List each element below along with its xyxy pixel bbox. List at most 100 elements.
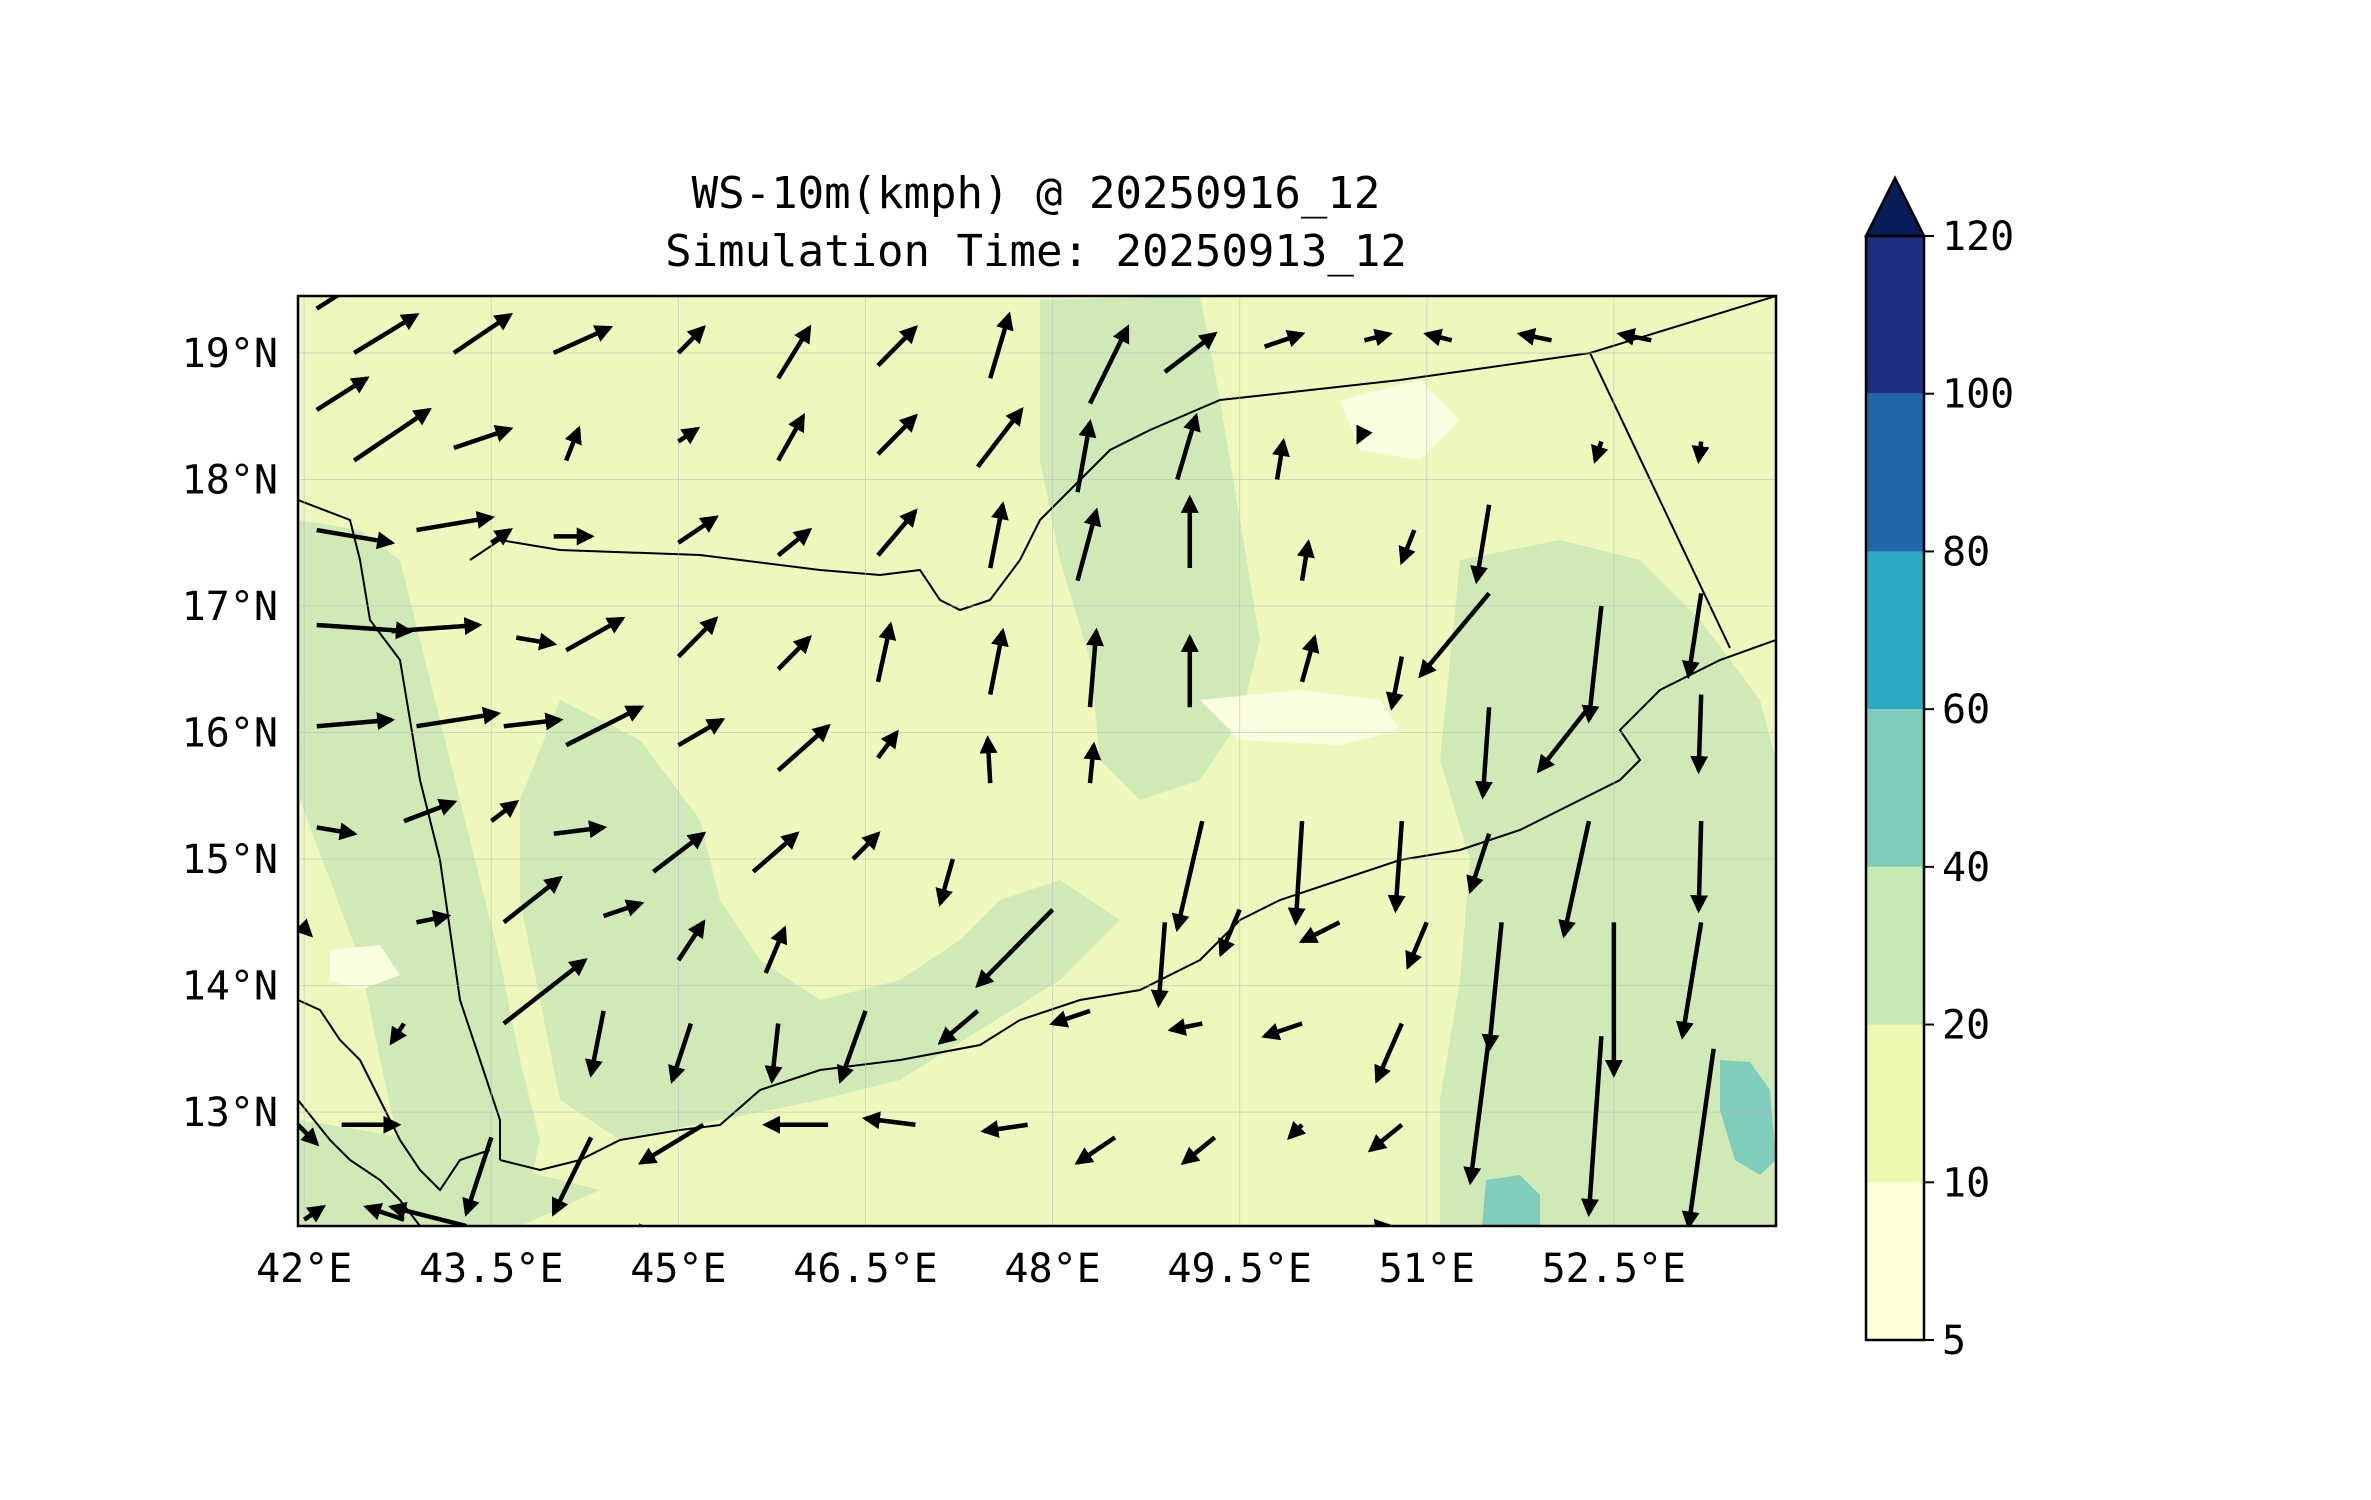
wind-speed-contours	[298, 296, 1776, 1226]
wind-arrow-36	[876, 508, 918, 557]
wind-arrow-91	[298, 918, 313, 938]
wind-arrow-58	[1536, 705, 1591, 774]
wind-arrow-10	[1263, 330, 1306, 349]
wind-arrow-20	[776, 413, 806, 462]
wind-arrow-78	[553, 820, 608, 839]
lon-tick-label-2: 45°E	[630, 1246, 726, 1292]
wind-arrow-69	[1171, 820, 1205, 933]
wind-arrow-27	[1470, 504, 1492, 585]
wind-arrow-75	[316, 822, 358, 841]
lat-tick-label-4: 17°N	[182, 584, 278, 630]
wind-arrow-16	[352, 407, 432, 463]
wind-arrow-38	[1075, 507, 1102, 582]
colorbar-band-6	[1866, 236, 1924, 394]
wind-arrow-97	[836, 1010, 868, 1084]
wind-arrow-95	[676, 919, 706, 962]
wind-arrow-11	[1363, 328, 1393, 347]
wind-arrow-71	[1387, 820, 1406, 914]
wind-arrow-77	[489, 799, 520, 823]
wind-arrow-37	[988, 501, 1009, 569]
wind-arrow-119	[1287, 1120, 1307, 1140]
wind-arrow-0	[315, 296, 341, 311]
wind-arrow-3	[552, 325, 614, 355]
wind-arrow-112	[551, 1136, 594, 1217]
wind-arrow-28	[1591, 440, 1609, 464]
colorbar-tick-label-3: 40	[1942, 845, 1990, 891]
wind-arrow-126	[302, 1205, 326, 1223]
wind-arrow-22	[975, 407, 1024, 469]
plot-title-line-1: WS-10m(kmph) @ 20250916_12	[691, 168, 1381, 219]
wind-vector-arrows	[298, 296, 1716, 1226]
wind-arrow-116	[980, 1120, 1028, 1138]
wind-arrow-81	[851, 831, 881, 861]
wind-arrow-60	[316, 712, 396, 731]
oman-yemen-border	[1589, 352, 1731, 649]
lon-tick-label-4: 48°E	[1004, 1246, 1100, 1292]
wind-arrow-23	[1075, 418, 1097, 493]
wind-arrow-63	[565, 705, 645, 748]
colorbar-tick-label-1: 10	[1942, 1160, 1990, 1206]
wind-arrow-5	[776, 324, 812, 380]
wind-arrow-90	[1675, 921, 1704, 1040]
wind-arrow-57	[1474, 707, 1493, 800]
colorbar-frame	[1864, 234, 1926, 1342]
wind-arrow-125	[298, 1123, 320, 1147]
wind-arrow-70	[1287, 820, 1306, 926]
wind-arrow-67	[979, 735, 998, 784]
wind-arrow-31	[416, 510, 495, 533]
colorbar-band-1	[1866, 1024, 1924, 1183]
colorbar-tick-label-6: 100	[1942, 372, 2014, 418]
lat-tick-label-1: 14°N	[182, 964, 278, 1010]
wind-arrow-98	[937, 1009, 980, 1045]
wind-arrow-113	[637, 1122, 705, 1165]
wind-arrow-105	[1681, 1048, 1716, 1226]
lat-tick-label-2: 15°N	[182, 837, 278, 883]
wind-arrow-35	[776, 527, 813, 558]
latitude-ticks: 13°N 14°N 15°N 16°N 17°N 18°N 19°N	[182, 331, 278, 1136]
wind-arrow-92	[416, 910, 452, 928]
wind-arrow-42	[1418, 591, 1491, 679]
wind-arrow-86	[1298, 920, 1341, 944]
map-panel	[298, 296, 1776, 1226]
wind-arrow-101	[1261, 1021, 1303, 1041]
contour-40-60-cell-2	[1720, 1060, 1776, 1175]
wind-arrow-102	[1374, 1022, 1404, 1084]
lat-tick-label-6: 19°N	[182, 331, 278, 377]
contour-20-40-west-highlands	[298, 520, 540, 1226]
wind-arrow-13	[1516, 328, 1552, 346]
contour-20-40-east	[1440, 540, 1776, 1226]
wind-arrow-121	[1499, 1225, 1502, 1226]
wind-arrow-51	[875, 621, 897, 683]
colorbar-band-0	[1866, 1182, 1924, 1340]
wind-arrow-25	[1272, 437, 1290, 480]
wind-arrow-72	[1466, 833, 1492, 895]
colorbar-band-5	[1866, 393, 1924, 552]
wind-arrow-46	[391, 617, 483, 635]
wind-arrow-14	[1616, 328, 1652, 346]
lat-tick-label-5: 18°N	[182, 457, 278, 503]
wind-arrow-64	[677, 717, 726, 748]
colorbar: 5 10 20 40 60 80 100 120	[1863, 175, 2014, 1364]
wind-arrow-111	[462, 1136, 494, 1217]
colorbar-band-4	[1866, 551, 1924, 710]
wind-arrow-128	[388, 1201, 467, 1226]
contour-20-40-central	[520, 700, 1120, 1140]
wind-arrow-76	[403, 798, 458, 824]
wind-arrow-68	[1083, 741, 1102, 784]
longitude-ticks: 42°E 43.5°E 45°E 46.5°E 48°E 49.5°E 51°E 52.5°E	[256, 1246, 1686, 1292]
wind-arrow-4	[676, 325, 706, 355]
lon-tick-label-1: 43.5°E	[419, 1246, 564, 1292]
wind-arrow-8	[1087, 324, 1130, 405]
red-sea-coast	[298, 499, 501, 1160]
contour-20-40-south-strip	[300, 1120, 600, 1226]
wind-arrow-29	[1691, 441, 1710, 465]
wind-arrow-18	[564, 425, 582, 462]
wind-arrow-30	[316, 527, 396, 550]
wind-arrow-110	[764, 1023, 783, 1085]
wind-arrow-103	[1463, 1035, 1492, 1186]
wind-arrow-48	[565, 616, 626, 653]
colorbar-tick-label-7: 120	[1942, 214, 2014, 260]
wind-arrow-21	[876, 413, 918, 456]
lat-tick-label-0: 13°N	[182, 1090, 278, 1136]
